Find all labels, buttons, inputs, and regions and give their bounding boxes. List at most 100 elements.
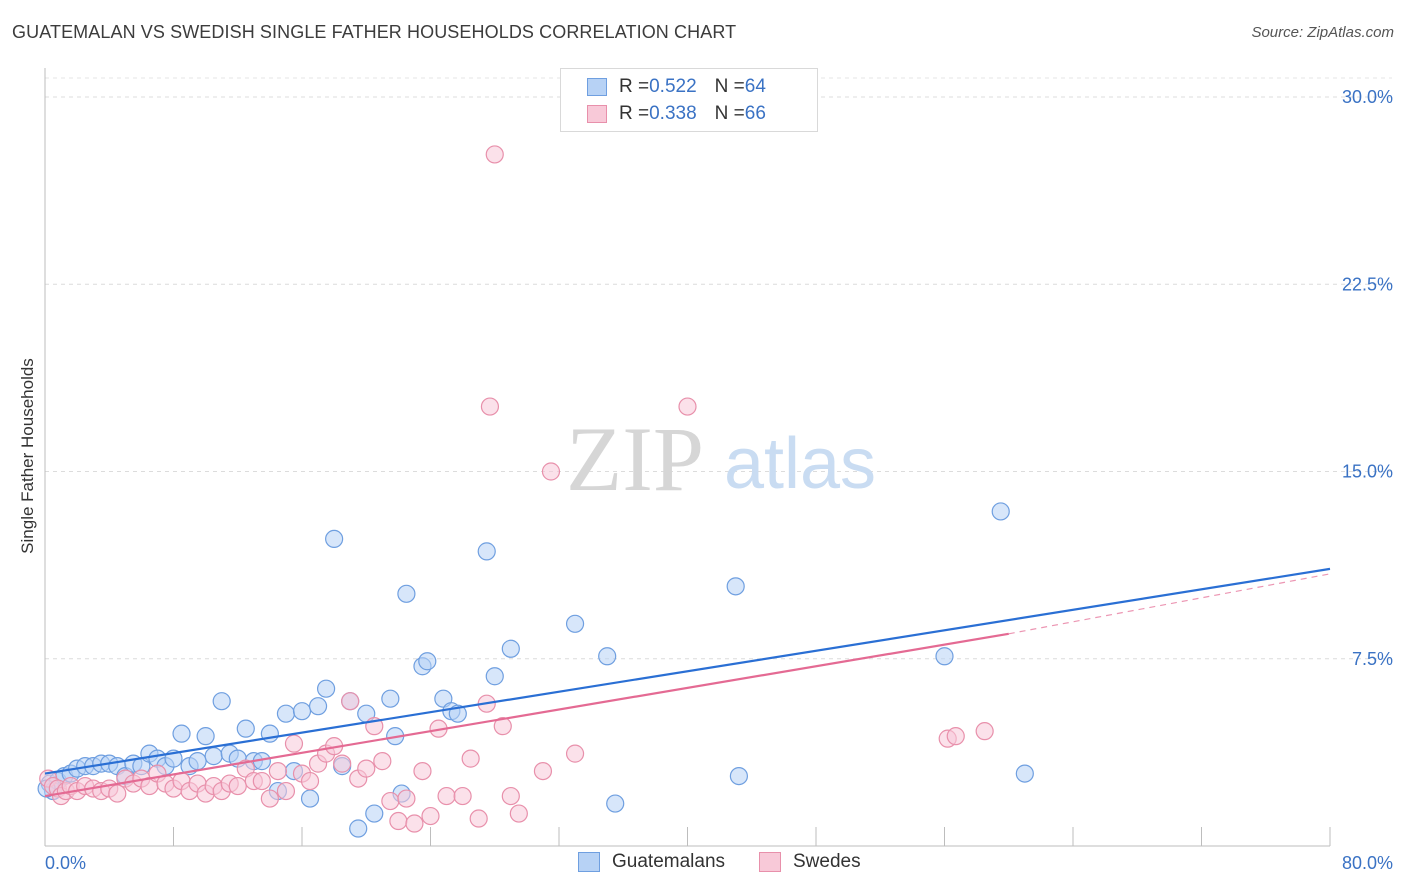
point-swedes bbox=[341, 692, 360, 711]
watermark-zip: ZIP bbox=[566, 408, 704, 510]
point-swedes bbox=[501, 786, 520, 806]
trend-lines bbox=[44, 567, 1331, 798]
x-tick-label: 0.0% bbox=[45, 853, 86, 873]
legend-r-value: 0.338 bbox=[649, 103, 697, 124]
legend-item-swedes[interactable]: Swedes bbox=[759, 851, 861, 873]
point-guatemalans bbox=[1015, 764, 1034, 783]
point-guatemalans bbox=[477, 542, 496, 561]
point-guatemalans bbox=[418, 652, 437, 671]
point-guatemalans bbox=[729, 766, 749, 786]
point-guatemalans bbox=[188, 752, 207, 771]
legend-row-swedes: R = 0.338 N = 66 bbox=[587, 102, 766, 126]
y-tick-label: 22.5% bbox=[1342, 274, 1393, 294]
point-swedes bbox=[480, 397, 500, 416]
legend-item-guatemalans[interactable]: Guatemalans bbox=[578, 851, 725, 873]
point-guatemalans bbox=[212, 692, 231, 711]
point-swedes bbox=[389, 811, 408, 831]
point-swedes bbox=[397, 789, 416, 808]
point-swedes bbox=[461, 749, 480, 768]
tick-labels: 7.5% 15.0% 22.5% 30.0% 0.0% 80.0% bbox=[45, 87, 1393, 873]
trend-line-guatemalans bbox=[44, 567, 1331, 775]
point-guatemalans bbox=[726, 577, 745, 596]
trend-line-swedes-extension bbox=[1008, 573, 1331, 635]
legend-r-value: 0.522 bbox=[649, 76, 697, 97]
point-guatemalans bbox=[236, 719, 255, 738]
point-swedes bbox=[300, 771, 320, 791]
point-swedes bbox=[413, 761, 432, 781]
point-swedes bbox=[946, 727, 965, 746]
legend-r-label: R = bbox=[619, 76, 650, 97]
legend-swatch-guatemalans bbox=[578, 852, 600, 872]
legend-n-label: N = bbox=[714, 76, 745, 97]
y-tick-label: 30.0% bbox=[1342, 87, 1393, 107]
legend-n-label: N = bbox=[714, 103, 745, 124]
point-swedes bbox=[357, 759, 376, 778]
point-guatemalans bbox=[565, 614, 585, 633]
point-guatemalans bbox=[365, 804, 384, 823]
point-guatemalans bbox=[204, 747, 223, 766]
point-swedes bbox=[469, 809, 488, 828]
point-guatemalans bbox=[935, 647, 954, 666]
watermark: ZIP atlas bbox=[566, 408, 876, 510]
point-guatemalans bbox=[991, 502, 1010, 521]
point-swedes bbox=[276, 781, 296, 801]
point-guatemalans bbox=[485, 667, 504, 686]
point-guatemalans bbox=[292, 702, 312, 721]
legend-r-label: R = bbox=[619, 103, 650, 124]
point-swedes bbox=[678, 397, 697, 416]
watermark-atlas: atlas bbox=[724, 424, 876, 504]
point-swedes bbox=[268, 761, 288, 781]
point-guatemalans bbox=[381, 689, 400, 708]
series-legend: Guatemalans Swedes bbox=[0, 851, 1406, 877]
legend-swatch-swedes bbox=[759, 852, 781, 872]
point-swedes bbox=[509, 804, 528, 823]
legend-swatch-swedes bbox=[587, 105, 607, 123]
axes bbox=[44, 68, 1331, 847]
point-swedes bbox=[284, 734, 304, 753]
legend-n-value: 66 bbox=[744, 103, 766, 124]
grid bbox=[45, 77, 1392, 660]
point-guatemalans bbox=[325, 529, 344, 549]
source-label: Source: ZipAtlas.com bbox=[1251, 24, 1394, 41]
point-swedes bbox=[381, 791, 400, 811]
point-swedes bbox=[975, 722, 994, 741]
point-swedes bbox=[228, 776, 247, 796]
point-swedes bbox=[333, 754, 352, 773]
point-swedes bbox=[485, 145, 504, 164]
y-tick-label: 15.0% bbox=[1342, 462, 1393, 482]
legend-row-guatemalans: R = 0.522 N = 64 bbox=[587, 75, 766, 99]
legend-label-guatemalans: Guatemalans bbox=[612, 851, 726, 872]
point-guatemalans bbox=[196, 727, 215, 746]
point-guatemalans bbox=[501, 639, 520, 658]
point-guatemalans bbox=[349, 819, 368, 838]
series-swedes bbox=[39, 145, 994, 833]
y-tick-label: 7.5% bbox=[1352, 649, 1393, 669]
point-swedes bbox=[453, 786, 472, 806]
point-swedes bbox=[493, 717, 512, 736]
point-swedes bbox=[260, 789, 279, 808]
point-swedes bbox=[373, 752, 392, 771]
point-swedes bbox=[108, 784, 127, 803]
legend-label-swedes: Swedes bbox=[793, 851, 861, 872]
chart-title: GUATEMALAN VS SWEDISH SINGLE FATHER HOUS… bbox=[12, 22, 737, 42]
point-guatemalans bbox=[606, 794, 625, 813]
point-guatemalans bbox=[172, 724, 191, 743]
point-guatemalans bbox=[397, 584, 416, 603]
x-tick-label: 80.0% bbox=[1342, 853, 1393, 873]
trend-line-swedes bbox=[44, 632, 1009, 798]
point-swedes bbox=[541, 462, 561, 481]
legend-swatch-guatemalans bbox=[587, 78, 607, 96]
correlation-legend: R = 0.522 N = 64 R = 0.338 N = 66 bbox=[560, 68, 818, 132]
point-swedes bbox=[252, 771, 271, 791]
point-swedes bbox=[437, 786, 456, 806]
point-swedes bbox=[565, 744, 585, 763]
legend-n-value: 64 bbox=[744, 76, 766, 97]
point-guatemalans bbox=[598, 647, 617, 666]
point-swedes bbox=[405, 814, 424, 833]
point-guatemalans bbox=[300, 789, 320, 808]
point-guatemalans bbox=[276, 704, 296, 723]
point-guatemalans bbox=[316, 679, 336, 698]
point-swedes bbox=[533, 761, 553, 781]
point-guatemalans bbox=[308, 697, 328, 716]
